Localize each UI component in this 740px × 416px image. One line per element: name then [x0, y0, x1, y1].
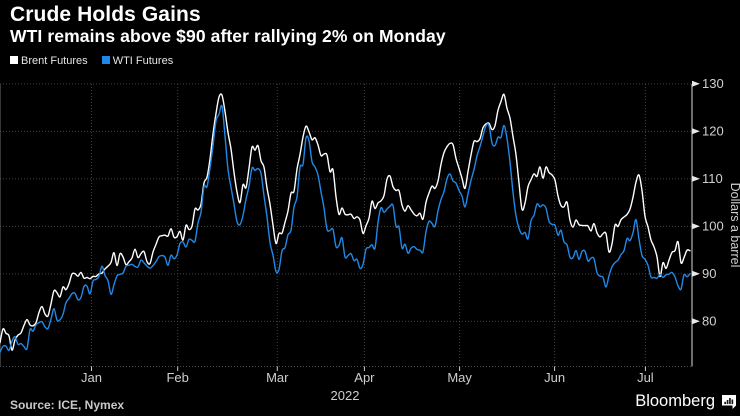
- svg-text:Mar: Mar: [266, 370, 289, 385]
- svg-text:Dollars a barrel: Dollars a barrel: [728, 183, 740, 268]
- svg-text:May: May: [447, 370, 472, 385]
- svg-text:90: 90: [702, 266, 716, 281]
- svg-text:Apr: Apr: [354, 370, 375, 385]
- svg-text:120: 120: [702, 123, 724, 138]
- svg-text:Jul: Jul: [637, 370, 654, 385]
- svg-text:Jun: Jun: [544, 370, 565, 385]
- svg-text:Jan: Jan: [81, 370, 102, 385]
- svg-text:2022: 2022: [331, 388, 360, 403]
- svg-text:110: 110: [702, 171, 723, 186]
- svg-text:100: 100: [702, 218, 724, 233]
- svg-text:Feb: Feb: [166, 370, 188, 385]
- svg-text:130: 130: [702, 76, 724, 91]
- svg-text:80: 80: [702, 313, 716, 328]
